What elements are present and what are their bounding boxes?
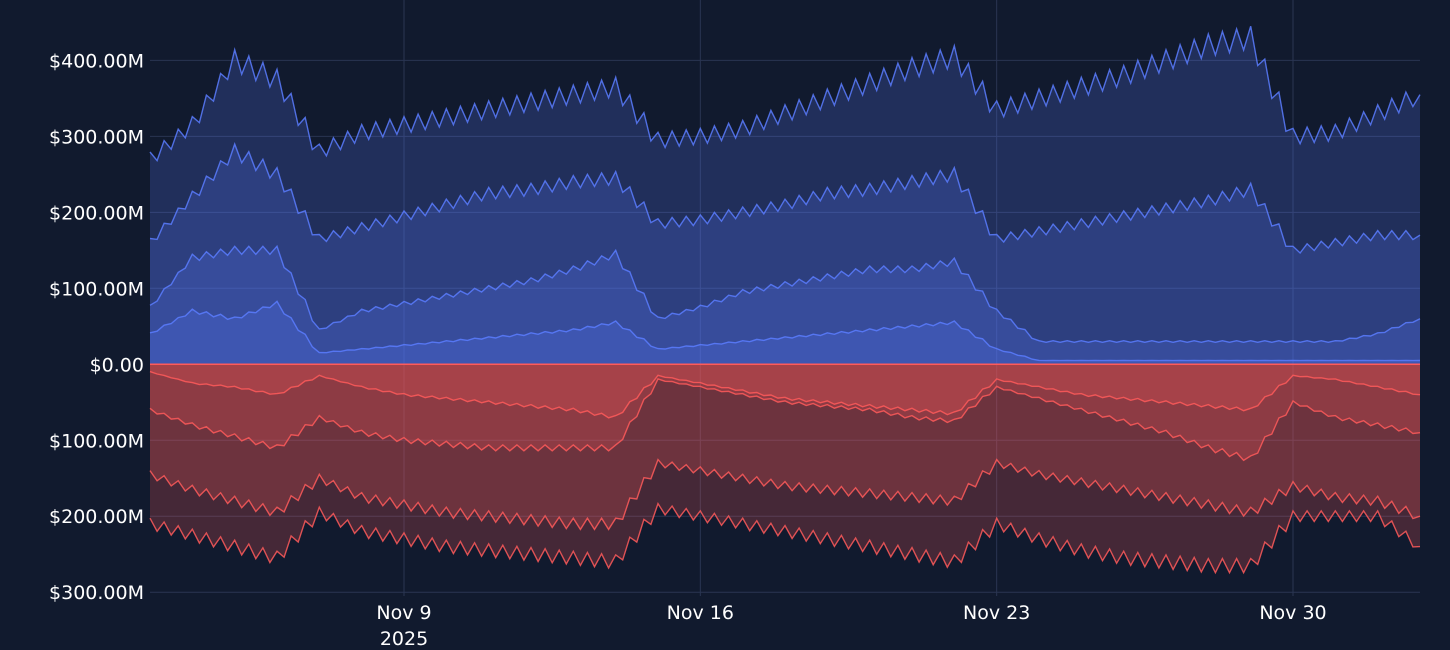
grid: [150, 0, 1420, 596]
y-tick-label-3: $100.00M: [49, 278, 144, 300]
y-tick-label-6: $200.00M: [49, 506, 144, 528]
long-line-0: [149, 300, 1421, 362]
x-tick-label-2: Nov 23: [963, 602, 1030, 624]
short-series-areas: [149, 364, 1421, 575]
long-line-2: [149, 142, 1421, 255]
y-axis: $400.00M $300.00M $200.00M $100.00M $0.00 $10…: [49, 50, 144, 604]
long-line-3: [149, 25, 1421, 163]
x-tick-sublabel-0: 2025: [380, 628, 428, 650]
short-area-1: [150, 364, 1420, 461]
short-line-1: [149, 378, 1421, 462]
y-tick-label-0: $400.00M: [49, 50, 144, 72]
short-area-0: [150, 364, 1420, 418]
x-tick-label-0: Nov 9: [376, 602, 431, 624]
short-line-0: [149, 370, 1421, 419]
short-area-2: [150, 364, 1420, 530]
long-area-1: [150, 246, 1420, 365]
long-area-3: [150, 26, 1420, 365]
short-line-3: [149, 501, 1421, 575]
long-area-0: [150, 301, 1420, 365]
y-tick-label-1: $300.00M: [49, 126, 144, 148]
y-tick-label-7: $300.00M: [49, 582, 144, 604]
y-tick-label-4: $0.00: [90, 354, 144, 376]
long-line-1: [149, 244, 1421, 344]
long-series-areas: [149, 25, 1421, 365]
x-tick-label-1: Nov 16: [667, 602, 734, 624]
x-tick-label-3: Nov 30: [1259, 602, 1326, 624]
y-tick-label-2: $200.00M: [49, 202, 144, 224]
x-axis: Nov 9 2025 Nov 16 Nov 23 Nov 30: [376, 602, 1326, 650]
y-tick-label-5: $100.00M: [49, 430, 144, 452]
long-area-2: [150, 144, 1420, 365]
short-line-2: [149, 458, 1421, 531]
